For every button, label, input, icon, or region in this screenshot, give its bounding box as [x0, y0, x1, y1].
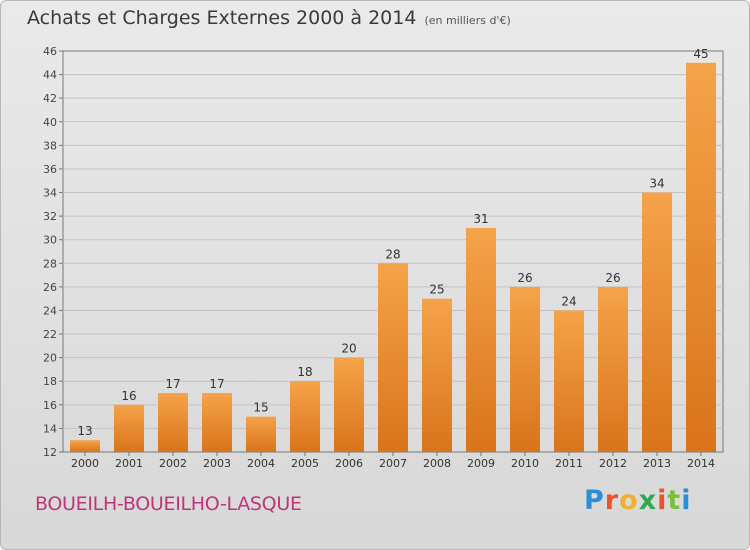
- data-label: 15: [253, 401, 268, 415]
- data-label: 26: [605, 271, 620, 285]
- x-tick-label: 2009: [467, 457, 495, 470]
- bar: [202, 393, 232, 452]
- x-tick-label: 2012: [599, 457, 627, 470]
- data-label: 18: [297, 365, 312, 379]
- y-tick-label: 44: [43, 69, 57, 82]
- chart-title: Achats et Charges Externes 2000 à 2014 (e…: [27, 7, 511, 29]
- logo-letter: P: [584, 485, 605, 516]
- logo-letter: o: [619, 485, 639, 516]
- data-label: 13: [77, 424, 92, 438]
- logo-letter: i: [657, 485, 668, 516]
- y-tick-label: 30: [43, 234, 57, 247]
- y-tick-label: 14: [43, 422, 57, 435]
- y-tick-label: 24: [43, 304, 57, 317]
- y-axis: 12 14 16 18 20 22 24 26 28 30 32 34 36 38 40 42 44 46: [43, 45, 63, 459]
- x-tick-label: 2008: [423, 457, 451, 470]
- bar: [466, 227, 496, 452]
- x-tick-label: 2014: [687, 457, 715, 470]
- x-tick-label: 2004: [247, 457, 275, 470]
- data-label: 17: [165, 377, 180, 391]
- y-tick-label: 38: [43, 139, 57, 152]
- logo-letter: r: [604, 485, 620, 516]
- x-tick-label: 2010: [511, 457, 539, 470]
- x-axis: 2000 2001 2002 2003 2004 2005 2006 2007 2008 2009…: [71, 452, 715, 470]
- y-tick-label: 42: [43, 92, 57, 105]
- y-tick-label: 22: [43, 328, 57, 341]
- data-label: 45: [693, 47, 708, 61]
- bars: 13 16 17 17 15 18 20 28 25 31 26 24 26 34 45: [70, 47, 716, 452]
- logo-letter: t: [667, 485, 682, 516]
- y-tick-label: 18: [43, 375, 57, 388]
- bar: [598, 286, 628, 452]
- logo-letter: x: [638, 485, 658, 516]
- y-tick-label: 32: [43, 210, 57, 223]
- chart-title-text: Achats et Charges Externes 2000 à 2014: [27, 7, 417, 29]
- x-tick-label: 2013: [643, 457, 671, 470]
- bar: [686, 62, 716, 452]
- y-tick-label: 12: [43, 446, 57, 459]
- data-label: 20: [341, 342, 356, 356]
- y-tick-label: 28: [43, 257, 57, 270]
- bar: [554, 310, 584, 452]
- data-label: 31: [473, 212, 488, 226]
- bar: [334, 357, 364, 452]
- data-label: 34: [649, 177, 664, 191]
- x-tick-label: 2006: [335, 457, 363, 470]
- y-tick-label: 40: [43, 116, 57, 129]
- place-name: BOUEILH-BOUEILHO-LASQUE: [35, 493, 302, 515]
- data-label: 24: [561, 294, 576, 308]
- x-tick-label: 2005: [291, 457, 319, 470]
- x-tick-label: 2011: [555, 457, 583, 470]
- bar: [114, 404, 144, 452]
- chart-unit: (en milliers d'€): [424, 14, 511, 27]
- x-tick-label: 2002: [159, 457, 187, 470]
- data-label: 25: [429, 283, 444, 297]
- bar: [378, 263, 408, 452]
- y-tick-label: 34: [43, 187, 57, 200]
- y-tick-label: 26: [43, 281, 57, 294]
- data-label: 26: [517, 271, 532, 285]
- bar: [290, 381, 320, 452]
- y-tick-label: 36: [43, 163, 57, 176]
- y-tick-label: 46: [43, 45, 57, 58]
- logo-letter: i: [681, 485, 692, 516]
- bar: [422, 298, 452, 452]
- bar: [158, 393, 188, 452]
- bar: [642, 192, 672, 452]
- proxiti-logo[interactable]: Proxiti: [584, 485, 692, 516]
- bar: [70, 440, 100, 452]
- x-tick-label: 2003: [203, 457, 231, 470]
- x-tick-label: 2000: [71, 457, 99, 470]
- data-label: 17: [209, 377, 224, 391]
- data-label: 28: [385, 247, 400, 261]
- x-tick-label: 2007: [379, 457, 407, 470]
- y-tick-label: 16: [43, 399, 57, 412]
- x-tick-label: 2001: [115, 457, 143, 470]
- data-label: 16: [121, 389, 136, 403]
- bar: [510, 286, 540, 452]
- y-tick-label: 20: [43, 352, 57, 365]
- bar: [246, 416, 276, 452]
